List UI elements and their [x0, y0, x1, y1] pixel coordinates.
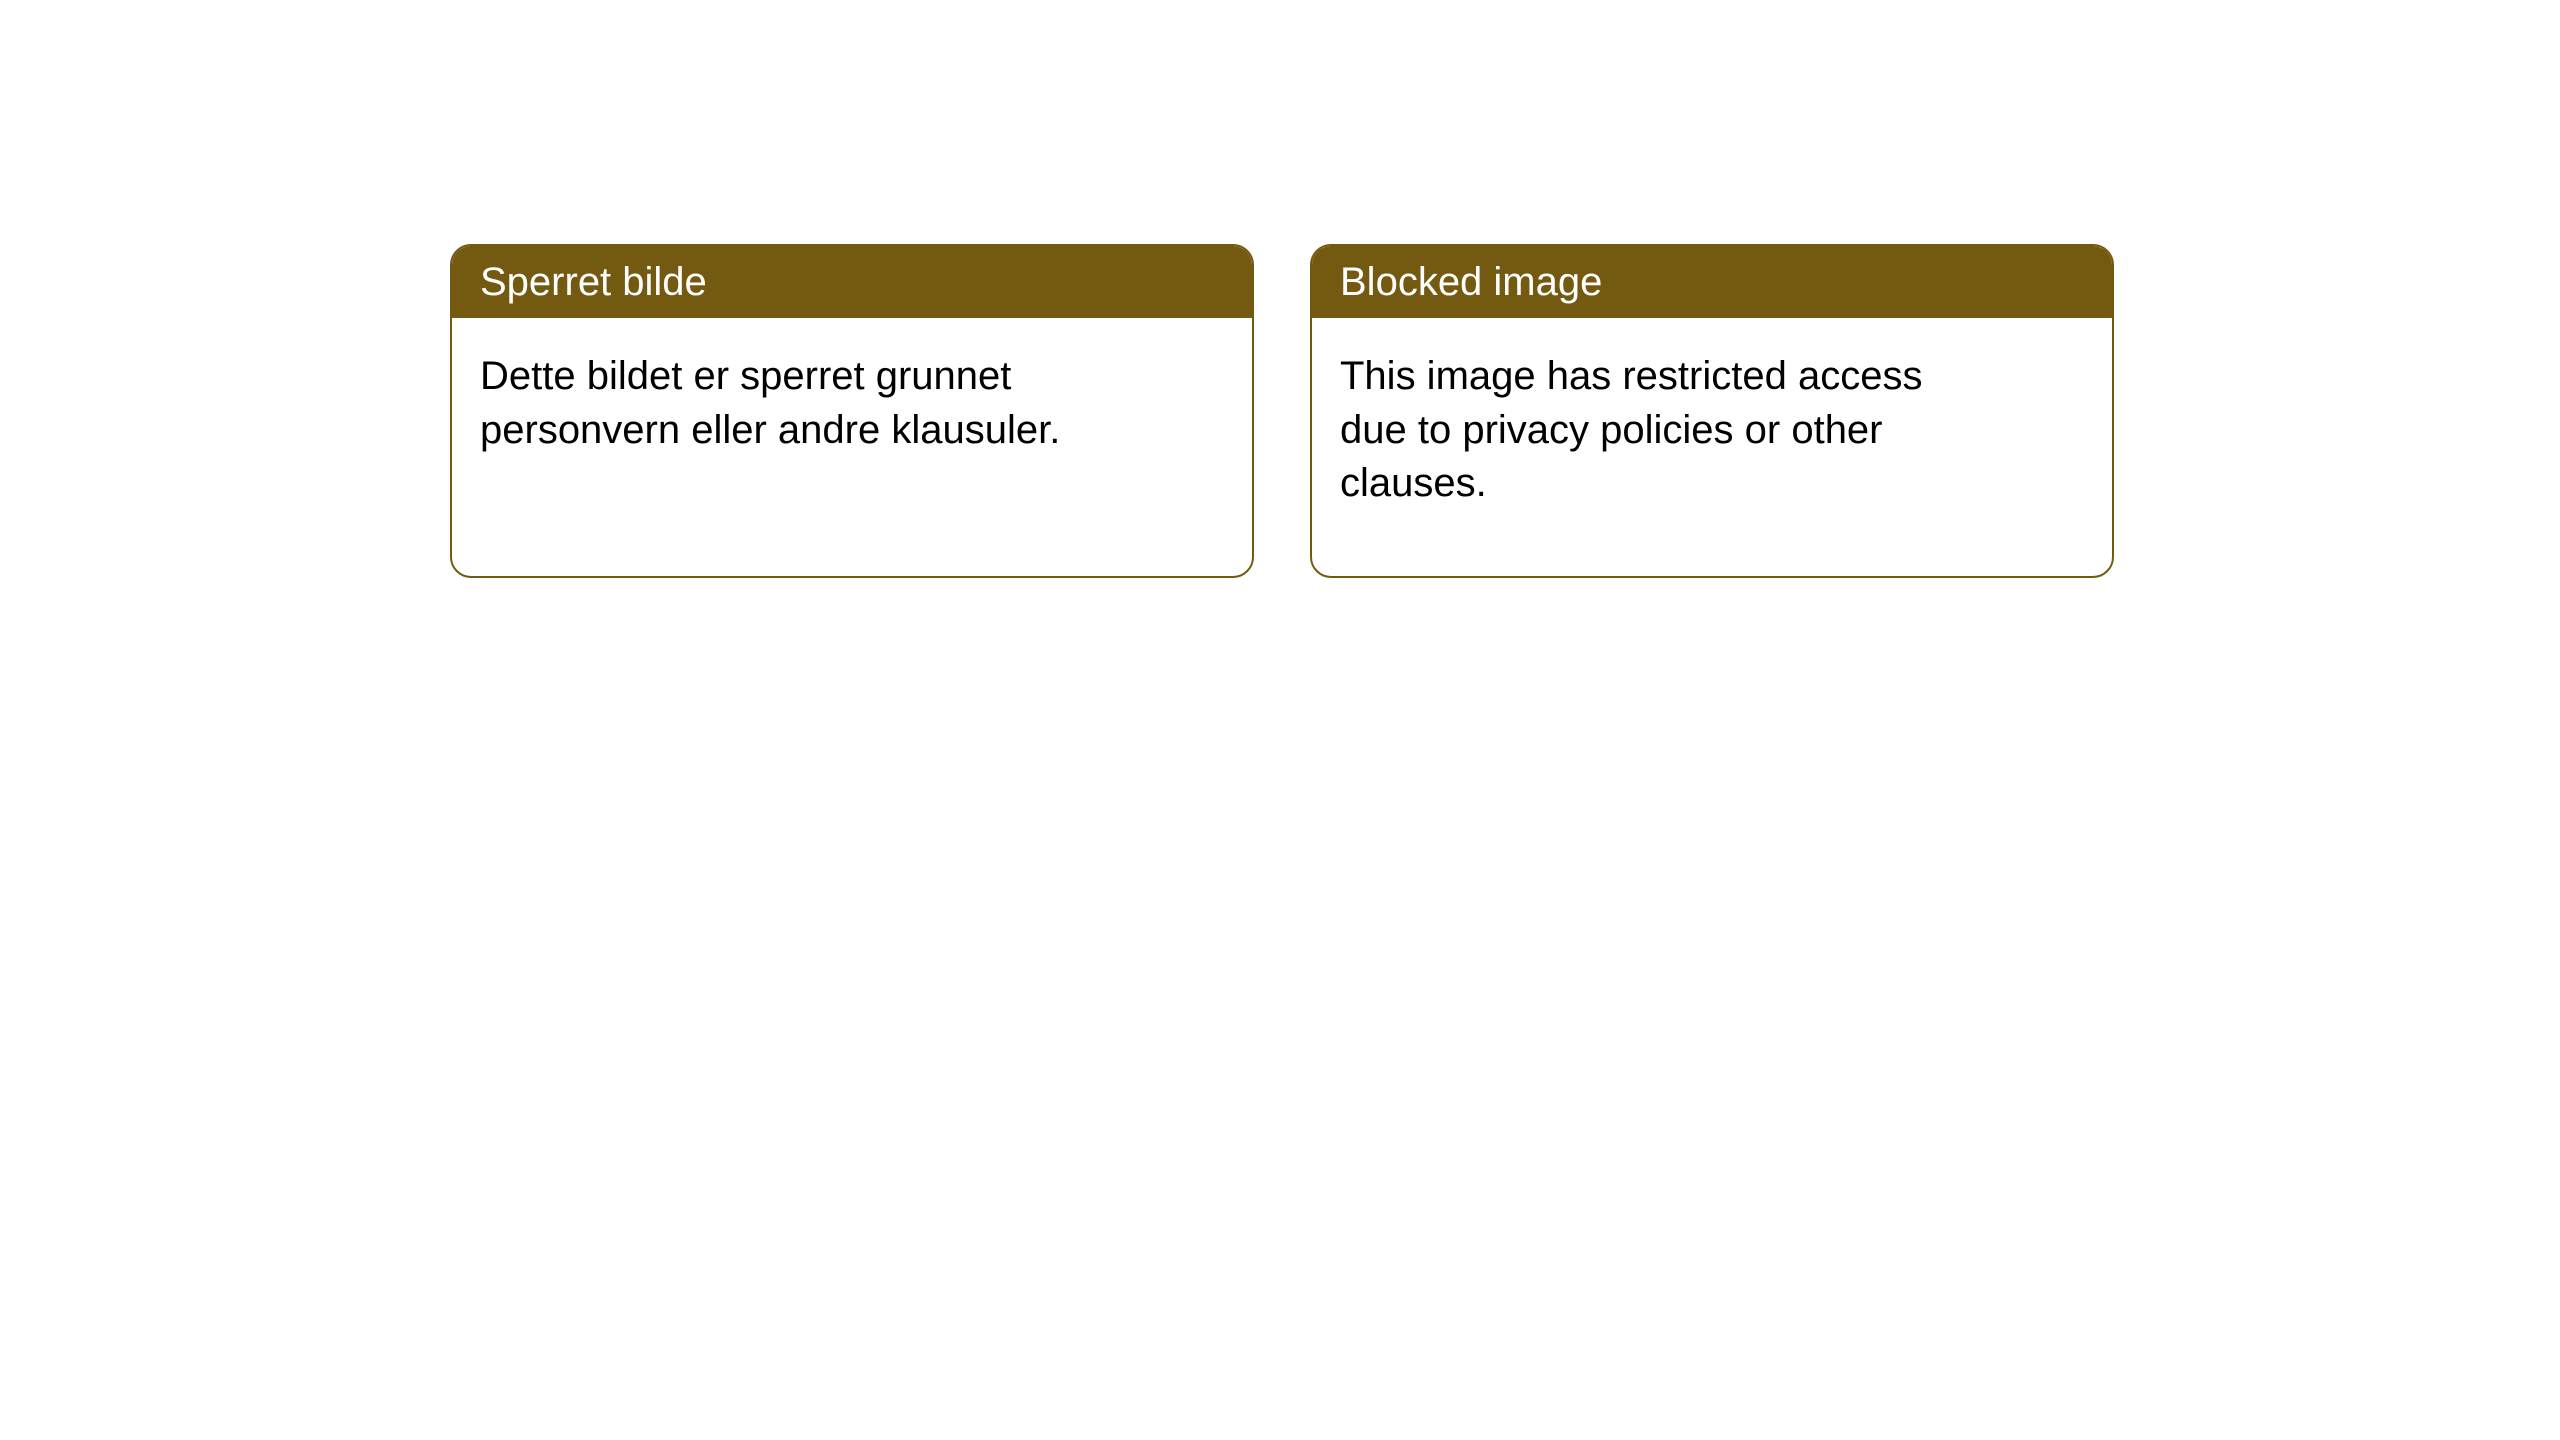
notice-message: Dette bildet er sperret grunnet personve…	[480, 354, 1060, 452]
notice-title: Blocked image	[1340, 260, 1602, 304]
notice-container: Sperret bilde Dette bildet er sperret gr…	[450, 244, 2114, 578]
notice-title: Sperret bilde	[480, 260, 707, 304]
notice-message: This image has restricted access due to …	[1340, 354, 1922, 505]
notice-body: Dette bildet er sperret grunnet personve…	[452, 318, 1132, 489]
notice-body: This image has restricted access due to …	[1312, 318, 1992, 543]
notice-header: Blocked image	[1312, 246, 2112, 318]
notice-card-norwegian: Sperret bilde Dette bildet er sperret gr…	[450, 244, 1254, 578]
notice-header: Sperret bilde	[452, 246, 1252, 318]
notice-card-english: Blocked image This image has restricted …	[1310, 244, 2114, 578]
